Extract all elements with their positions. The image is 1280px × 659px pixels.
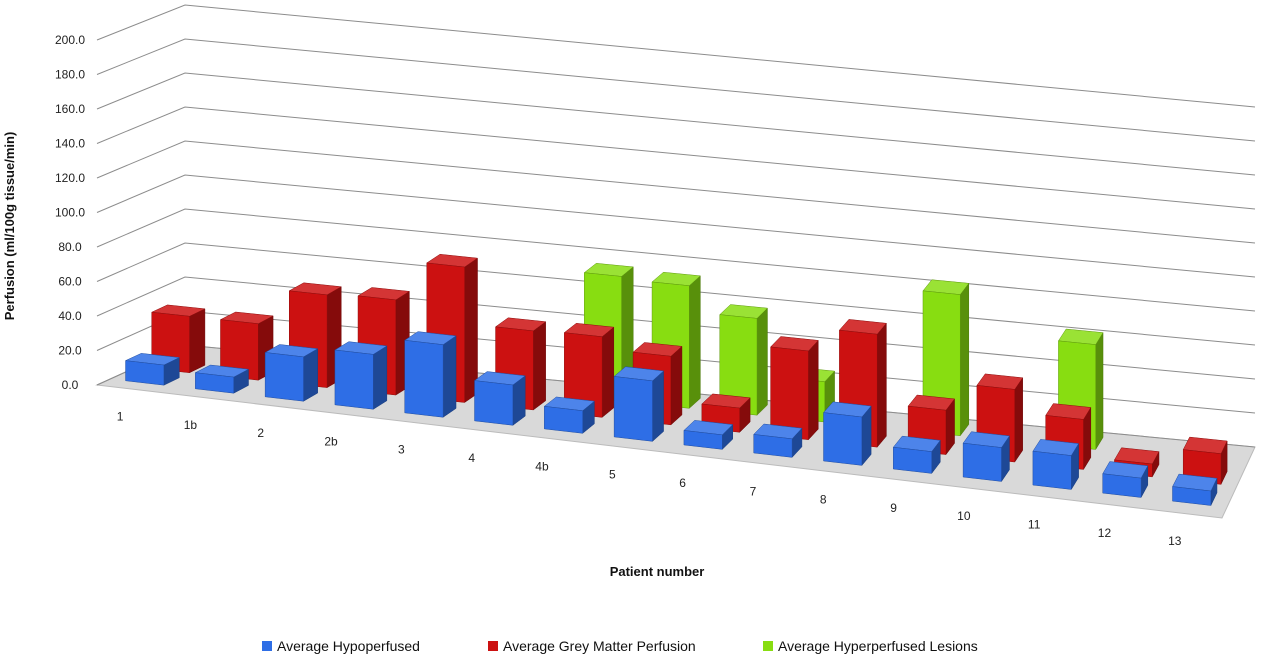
bar bbox=[404, 331, 457, 418]
x-axis-title: Patient number bbox=[610, 564, 705, 579]
bar bbox=[264, 344, 319, 402]
gridline bbox=[96, 72, 1256, 176]
legend-swatch bbox=[763, 641, 773, 651]
y-tick-label: 200.0 bbox=[55, 33, 85, 47]
y-axis-title: Perfusion (ml/100g tissue/min) bbox=[2, 132, 17, 321]
gridline bbox=[96, 38, 1256, 142]
legend-entry: Average Grey Matter Perfusion bbox=[488, 638, 696, 654]
x-category-label: 7 bbox=[750, 484, 757, 498]
bar bbox=[563, 323, 615, 418]
bar bbox=[194, 364, 250, 394]
bar bbox=[962, 431, 1010, 483]
y-axis-ticks: 0.0 20.0 40.0 60.0 80.0 100.0 120.0 140.0 160.0 1… bbox=[55, 33, 85, 392]
x-category-label: 10 bbox=[957, 509, 971, 523]
gridline bbox=[96, 242, 1256, 346]
gridline bbox=[96, 4, 1256, 108]
y-tick-label: 180.0 bbox=[55, 68, 85, 82]
bar bbox=[613, 366, 665, 442]
bar bbox=[1172, 473, 1218, 506]
y-tick-label: 80.0 bbox=[58, 240, 82, 254]
x-category-label: 5 bbox=[609, 468, 616, 482]
legend: Average Hypoperfused Average Grey Matter … bbox=[262, 638, 978, 654]
bar bbox=[543, 396, 595, 434]
bar bbox=[334, 341, 388, 410]
x-axis-categories: 1 1b 2 2b 3 4 4b 5 6 7 8 9 10 11 12 13 bbox=[117, 409, 1182, 548]
y-tick-label: 40.0 bbox=[58, 309, 82, 323]
bar bbox=[124, 353, 181, 386]
x-category-label: 11 bbox=[1028, 518, 1041, 532]
bar bbox=[770, 336, 819, 441]
gridline bbox=[96, 106, 1256, 210]
x-category-label: 2 bbox=[257, 426, 264, 440]
x-category-label: 9 bbox=[890, 501, 897, 515]
legend-swatch bbox=[488, 641, 498, 651]
gridline bbox=[96, 208, 1256, 312]
y-tick-label: 60.0 bbox=[58, 275, 82, 289]
y-tick-label: 0.0 bbox=[62, 378, 79, 392]
y-tick-label: 120.0 bbox=[55, 171, 85, 185]
bar bbox=[753, 423, 803, 459]
gridline bbox=[96, 276, 1256, 380]
bar bbox=[892, 435, 941, 475]
legend-label: Average Grey Matter Perfusion bbox=[503, 638, 696, 654]
y-tick-label: 140.0 bbox=[55, 137, 85, 151]
legend-label: Average Hyperperfused Lesions bbox=[778, 638, 978, 654]
legend-entry: Average Hyperperfused Lesions bbox=[763, 638, 978, 654]
bar bbox=[683, 420, 734, 450]
bars bbox=[124, 253, 1228, 506]
gridline bbox=[96, 174, 1256, 278]
legend-swatch bbox=[262, 641, 272, 651]
legend-entry: Average Hypoperfused bbox=[262, 638, 420, 654]
x-category-label: 12 bbox=[1098, 526, 1112, 540]
y-tick-label: 100.0 bbox=[55, 206, 85, 220]
y-tick-label: 20.0 bbox=[58, 344, 82, 358]
x-category-label: 6 bbox=[679, 476, 686, 490]
y-tick-label: 160.0 bbox=[55, 102, 85, 116]
legend-label: Average Hypoperfused bbox=[277, 638, 420, 654]
bar bbox=[1102, 461, 1149, 498]
x-category-label: 1b bbox=[184, 418, 198, 432]
x-category-label: 8 bbox=[820, 493, 827, 507]
x-category-label: 2b bbox=[324, 434, 338, 448]
x-category-label: 3 bbox=[398, 443, 405, 457]
x-category-label: 4b bbox=[535, 459, 549, 473]
x-category-label: 1 bbox=[117, 409, 124, 423]
x-category-label: 13 bbox=[1168, 534, 1182, 548]
gridline bbox=[96, 140, 1256, 244]
bar bbox=[1032, 439, 1080, 491]
bar bbox=[473, 371, 526, 426]
bar bbox=[823, 401, 872, 467]
bar bbox=[1058, 328, 1104, 451]
x-category-label: 4 bbox=[468, 451, 475, 465]
